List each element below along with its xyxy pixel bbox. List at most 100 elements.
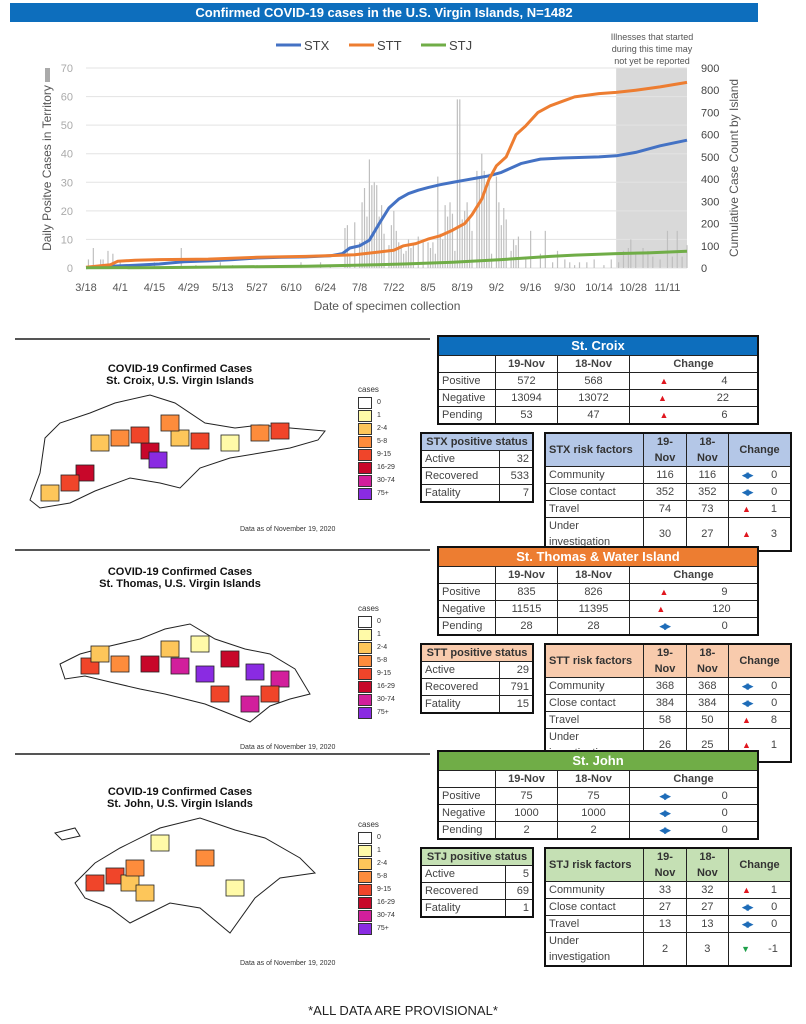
legend-item: 1	[358, 409, 395, 422]
value-19-nov: 53	[495, 406, 558, 425]
y-right-tick-label: 500	[701, 152, 719, 164]
legend-label: 75+	[377, 925, 389, 932]
data-as-of-note: Data as of November 19, 2020	[240, 526, 336, 533]
value-19-nov: 13	[643, 915, 687, 933]
legend-item: 0	[358, 831, 395, 844]
value-18-nov: 28	[557, 617, 630, 636]
table-row: Travel 58 50 ▲ 8	[544, 711, 792, 729]
status-value: 791	[499, 678, 534, 696]
change-value: -1	[768, 943, 778, 955]
legend-swatch	[358, 896, 372, 909]
legend-item: 16-29	[358, 680, 395, 693]
value-19-nov: 352	[643, 483, 687, 501]
col-header: Change	[728, 643, 792, 678]
y-left-tick-label: 0	[67, 263, 73, 275]
x-tick-label: 8/5	[420, 282, 435, 294]
x-tick-label: 9/30	[554, 282, 575, 294]
table-row: Pending 53 47 ▲ 6	[437, 406, 759, 425]
table-row: Fatality 15	[420, 695, 534, 714]
legend-label: 5-8	[377, 438, 388, 445]
map-district	[220, 434, 240, 452]
risk-label: Community	[544, 466, 645, 484]
status-value: 29	[499, 661, 534, 679]
col-header: 18-Nov	[685, 643, 730, 678]
change-value: 0	[771, 469, 778, 481]
legend-swatch	[358, 883, 372, 896]
y-left-tick-label: 50	[61, 120, 73, 132]
value-19-nov: 2	[495, 821, 558, 840]
table-row: Fatality 1	[420, 899, 534, 918]
legend-item: 5-8	[358, 654, 395, 667]
map-district	[40, 484, 60, 502]
legend-item: 5-8	[358, 435, 395, 448]
stt-case-map: COVID-19 Confirmed Cases St. Thomas, U.S.…	[0, 554, 430, 754]
legend-item: 75+	[358, 922, 395, 935]
risk-label: Community	[544, 677, 645, 695]
value-18-nov: 3	[685, 932, 730, 967]
provisional-data-note: *ALL DATA ARE PROVISIONAL*	[308, 1003, 498, 1018]
risk-label: Close contact	[544, 898, 645, 916]
legend-swatch	[358, 396, 372, 409]
value-19-nov: 74	[643, 500, 687, 518]
change-value: 3	[770, 528, 777, 540]
stt-risk-factors-table: STT risk factors 19-Nov 18-Nov Change Commun…	[544, 643, 792, 763]
change-value: 0	[771, 486, 778, 498]
value-18-nov: 11395	[557, 600, 630, 618]
y-right-tick-label: 700	[701, 107, 719, 119]
table-row: Negative 11515 11395 ▲ 120	[437, 600, 759, 618]
legend-swatch	[358, 680, 372, 693]
legend-swatch	[358, 693, 372, 706]
no-change-icon: ◀▶	[741, 698, 754, 708]
change-value: 6	[721, 409, 728, 421]
legend-item: 9-15	[358, 883, 395, 896]
x-axis-label: Date of specimen collection	[314, 299, 461, 313]
legend-item: 0	[358, 615, 395, 628]
legend-item: 75+	[358, 706, 395, 719]
row-label: Positive	[437, 583, 496, 601]
change-cell: ◀▶ 0	[728, 915, 792, 933]
status-label: Active	[420, 450, 501, 468]
value-18-nov: 568	[557, 372, 630, 390]
series-line-stt	[85, 80, 688, 269]
status-label: Active	[420, 661, 501, 679]
row-label: Negative	[437, 600, 496, 618]
map-title: COVID-19 Confirmed Cases St. Croix, U.S. …	[80, 363, 280, 387]
legend-label: 5-8	[377, 657, 388, 664]
table-row: Negative 1000 1000 ◀▶ 0	[437, 804, 759, 822]
legend-label: 9-15	[377, 670, 392, 677]
no-change-icon: ◀▶	[659, 825, 671, 835]
table-row: Fatality 7	[420, 484, 534, 503]
legend-label: 1	[377, 412, 381, 419]
legend-label: 16-29	[377, 683, 395, 690]
legend-label: 0	[377, 618, 381, 625]
col-header: Change	[728, 847, 792, 882]
legend-swatch	[358, 474, 372, 487]
value-18-nov: 73	[685, 500, 730, 518]
y-right-tick-label: 400	[701, 174, 719, 186]
change-value: 120	[712, 603, 731, 615]
map-legend: cases 0 1 2-4 5-8 9-15 16-29 30-74 75+	[358, 385, 395, 500]
map-title-line1: COVID-19 Confirmed Cases	[107, 786, 253, 798]
x-tick-label: 11/11	[655, 282, 681, 294]
legend-swatch	[358, 844, 372, 857]
stx-positive-status-table: STX positive status Active 32 Recovered 533 F…	[420, 432, 534, 503]
legend-swatch	[358, 706, 372, 719]
shading-annotation-line: not yet be reported	[614, 56, 690, 66]
increase-arrow-icon: ▲	[659, 587, 669, 597]
legend-title: cases	[358, 604, 379, 613]
legend-label: 16-29	[377, 899, 395, 906]
y-right-tick-label: 800	[701, 85, 719, 97]
col-header: 18-Nov	[685, 432, 730, 467]
map-legend: cases 0 1 2-4 5-8 9-15 16-29 30-74 75+	[358, 820, 395, 935]
legend-item: 1	[358, 844, 395, 857]
map-district	[110, 655, 130, 673]
risk-table-title: STX risk factors	[544, 432, 645, 467]
risk-label: Close contact	[544, 483, 645, 501]
legend-item: 2-4	[358, 857, 395, 870]
stx-case-map: COVID-19 Confirmed Cases St. Croix, U.S. …	[0, 343, 430, 543]
table-row: Recovered 791	[420, 678, 534, 696]
col-header: 18-Nov	[685, 847, 730, 882]
stt-positive-status-table: STT positive status Active 29 Recovered 791 F…	[420, 643, 534, 714]
map-district	[125, 859, 145, 877]
value-18-nov: 27	[685, 898, 730, 916]
